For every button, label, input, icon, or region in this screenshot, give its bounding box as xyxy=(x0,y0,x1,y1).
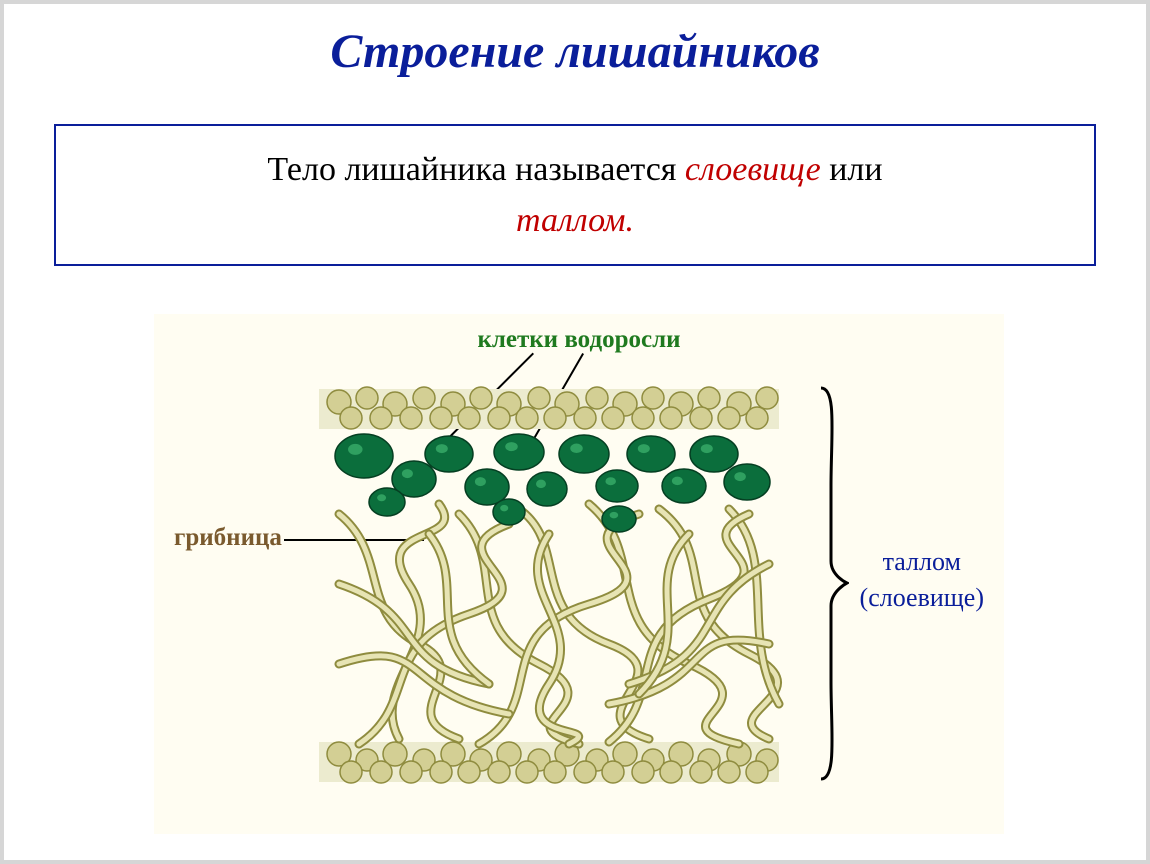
hyphae xyxy=(339,504,779,744)
subtitle-part2: слоевище xyxy=(685,151,821,188)
figure: клетки водоросли грибница таллом (слоеви… xyxy=(154,314,1004,834)
subtitle-part3: или xyxy=(821,151,883,188)
subtitle-part1: Тело лишайника называется xyxy=(267,151,685,188)
label-mycelium: грибница xyxy=(174,524,282,552)
subtitle-box: Тело лишайника называется слоевище или т… xyxy=(54,124,1096,266)
slide: Строение лишайников Тело лишайника назыв… xyxy=(0,0,1150,864)
subtitle-part4: таллом. xyxy=(516,202,634,239)
label-algae-cells: клетки водоросли xyxy=(154,326,1004,354)
label-thallus: таллом (слоевище) xyxy=(860,544,984,617)
page-title: Строение лишайников xyxy=(4,24,1146,79)
algae-layer xyxy=(335,434,770,532)
label-thallus-line1: таллом xyxy=(883,547,961,576)
label-thallus-line2: (слоевище) xyxy=(860,583,984,612)
lichen-cross-section xyxy=(309,384,789,784)
thallus-bracket xyxy=(819,386,849,781)
